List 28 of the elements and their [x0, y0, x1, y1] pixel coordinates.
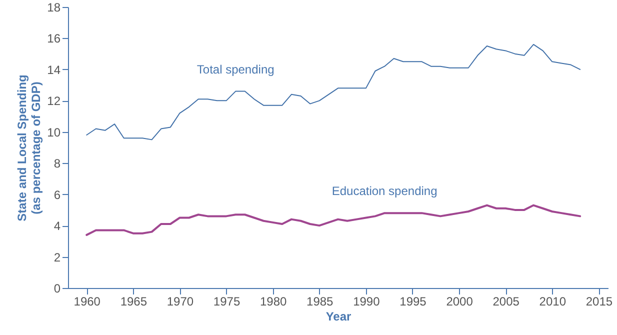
x-tick-label: 1965: [120, 294, 148, 308]
y-tick-label: 14: [47, 62, 61, 77]
y-tick-label: 2: [54, 250, 61, 264]
y-tick-label: 8: [54, 156, 61, 171]
x-axis-title: Year: [326, 310, 352, 324]
x-tick-label: 2005: [492, 294, 520, 308]
x-tick-label: 2000: [446, 294, 474, 308]
line-series: [86, 204, 582, 236]
x-tick-label: 1985: [306, 294, 334, 308]
y-tick-label: 0: [54, 282, 61, 296]
x-tick-label: 1990: [353, 294, 380, 308]
y-tick-label: 10: [47, 125, 61, 140]
y-axis-title: State and Local Spending (as percentage of GDP): [15, 74, 44, 222]
series-label: Education spending: [332, 184, 438, 198]
x-tick-label: 1995: [400, 294, 427, 308]
x-tick-label: 1980: [260, 294, 287, 308]
x-tick-label: 1970: [166, 294, 194, 308]
y-tick-label: 4: [54, 219, 61, 234]
x-tick-label: 2010: [539, 294, 566, 308]
y-tick-label: 16: [47, 32, 61, 46]
line-series: [86, 44, 581, 140]
y-tick-label: 6: [54, 188, 61, 202]
x-tick-label: 2015: [586, 294, 613, 308]
y-tick-label: 18: [47, 0, 61, 14]
series-label: Total spending: [196, 62, 274, 76]
y-tick-label: 12: [47, 94, 61, 108]
x-tick-label: 1975: [213, 294, 240, 308]
x-tick-label: 1960: [74, 294, 101, 308]
